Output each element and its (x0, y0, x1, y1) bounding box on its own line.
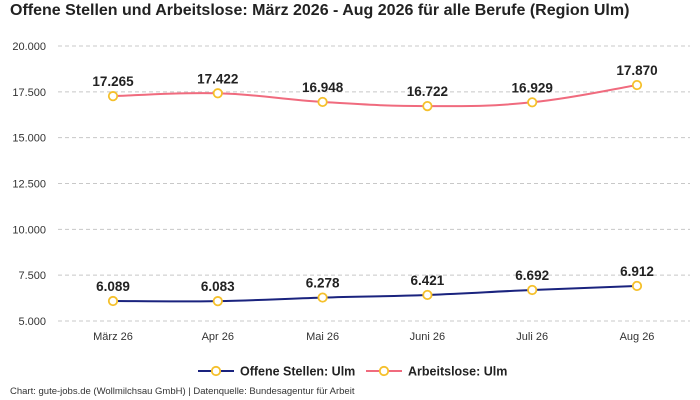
x-tick-label: März 26 (93, 331, 133, 343)
legend-label: Offene Stellen: Ulm (240, 365, 355, 379)
legend-marker (210, 365, 222, 377)
x-tick-label: Aug 26 (620, 331, 655, 343)
data-label: 6.692 (515, 268, 549, 283)
y-tick-label: 20.000 (12, 41, 46, 53)
y-tick-label: 12.500 (12, 179, 46, 191)
data-label: 16.929 (512, 80, 553, 95)
data-point (527, 97, 538, 108)
data-point (422, 289, 433, 301)
data-label: 6.089 (96, 279, 130, 294)
data-point (107, 295, 119, 307)
x-tick-label: Mai 26 (306, 331, 339, 343)
data-point (212, 296, 223, 307)
data-label: 6.278 (306, 276, 340, 291)
y-tick-label: 7.500 (18, 270, 46, 282)
data-label: 16.722 (407, 84, 448, 99)
data-point (212, 88, 223, 99)
data-label: 17.422 (197, 71, 238, 86)
x-tick-label: Juni 26 (410, 331, 445, 343)
legend-label: Arbeitslose: Ulm (408, 365, 507, 379)
data-point (317, 96, 328, 108)
legend-marker (378, 365, 390, 377)
data-label: 17.265 (92, 74, 134, 89)
data-point (422, 100, 433, 112)
y-tick-label: 10.000 (12, 224, 46, 236)
y-tick-label: 17.500 (12, 87, 46, 99)
data-point (631, 79, 643, 91)
data-label: 6.421 (411, 273, 445, 288)
data-label: 6.083 (201, 279, 235, 294)
data-point (317, 292, 328, 303)
data-label: 16.948 (302, 80, 344, 95)
data-point (527, 284, 538, 296)
series-line (112, 284, 638, 303)
data-point (631, 280, 643, 292)
data-point (107, 91, 119, 102)
data-label: 6.912 (620, 264, 654, 279)
chart-source: Chart: gute-jobs.de (Wollmilchsau GmbH) … (10, 386, 355, 397)
y-tick-label: 15.000 (12, 133, 46, 145)
y-tick-label: 5.000 (18, 316, 46, 328)
x-tick-label: Apr 26 (202, 331, 234, 343)
x-tick-label: Juli 26 (516, 331, 548, 343)
series-line (112, 84, 638, 108)
chart-title: Offene Stellen und Arbeitslose: März 202… (10, 2, 630, 19)
data-label: 17.870 (616, 63, 657, 78)
